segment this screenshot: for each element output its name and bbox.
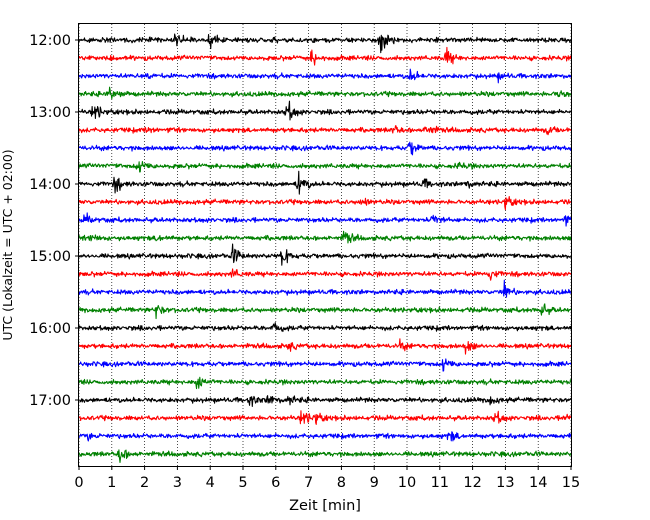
trace-1415 (78, 196, 572, 211)
trace-1330 (78, 141, 572, 156)
x-tick-label-7: 7 (304, 475, 313, 491)
y-tick-label-1300: 13:00 (29, 105, 71, 121)
trace-1700 (78, 395, 572, 408)
trace-1600 (78, 322, 572, 333)
x-tick-label-1: 1 (107, 475, 116, 491)
trace-1215 (78, 46, 572, 66)
x-axis-label: Zeit [min] (289, 498, 361, 514)
seismic-traces (78, 33, 572, 464)
y-axis: 12:00 13:00 14:00 15:00 16:00 17:00 (29, 33, 79, 409)
trace-1615 (78, 338, 572, 355)
trace-1400 (78, 170, 572, 195)
trace-1645 (78, 376, 572, 390)
y-tick-label-1500: 15:00 (29, 249, 71, 265)
x-tick-label-13: 13 (496, 475, 514, 491)
x-tick-label-9: 9 (370, 475, 379, 491)
trace-1630 (78, 358, 572, 372)
y-tick-label-1600: 16:00 (29, 321, 71, 337)
y-tick-label-1700: 17:00 (29, 393, 71, 409)
trace-1245 (78, 86, 572, 100)
x-tick-label-8: 8 (337, 475, 346, 491)
x-tick-label-12: 12 (463, 475, 481, 491)
trace-1730 (78, 431, 572, 442)
trace-1545 (78, 303, 572, 320)
x-tick-label-10: 10 (398, 475, 416, 491)
x-tick-label-4: 4 (206, 475, 215, 491)
trace-1200 (78, 33, 572, 54)
trace-1315 (78, 125, 572, 136)
trace-1745 (78, 449, 572, 464)
y-tick-label-1200: 12:00 (29, 33, 71, 49)
y-tick-label-1400: 14:00 (29, 177, 71, 193)
y-axis-label: UTC (Lokalzeit = UTC + 02:00) (0, 149, 15, 340)
x-tick-label-15: 15 (562, 475, 580, 491)
plot-frame (78, 23, 572, 467)
trace-1300 (78, 100, 572, 121)
trace-1715 (78, 410, 572, 425)
trace-1430 (78, 212, 572, 227)
trace-1530 (78, 279, 572, 298)
x-tick-label-2: 2 (140, 475, 149, 491)
x-tick-label-3: 3 (173, 475, 182, 491)
x-tick-label-5: 5 (238, 475, 247, 491)
x-tick-label-11: 11 (431, 475, 449, 491)
x-tick-label-14: 14 (529, 475, 547, 491)
x-tick-label-0: 0 (74, 475, 83, 491)
trace-1445 (78, 230, 572, 244)
x-axis: 0 1 2 3 4 5 6 7 8 9 10 11 12 13 14 15 (74, 466, 580, 491)
trace-1345 (78, 161, 572, 173)
trace-1515 (78, 268, 572, 281)
x-tick-label-6: 6 (271, 475, 280, 491)
trace-1500 (78, 243, 572, 266)
trace-1230 (78, 68, 572, 84)
